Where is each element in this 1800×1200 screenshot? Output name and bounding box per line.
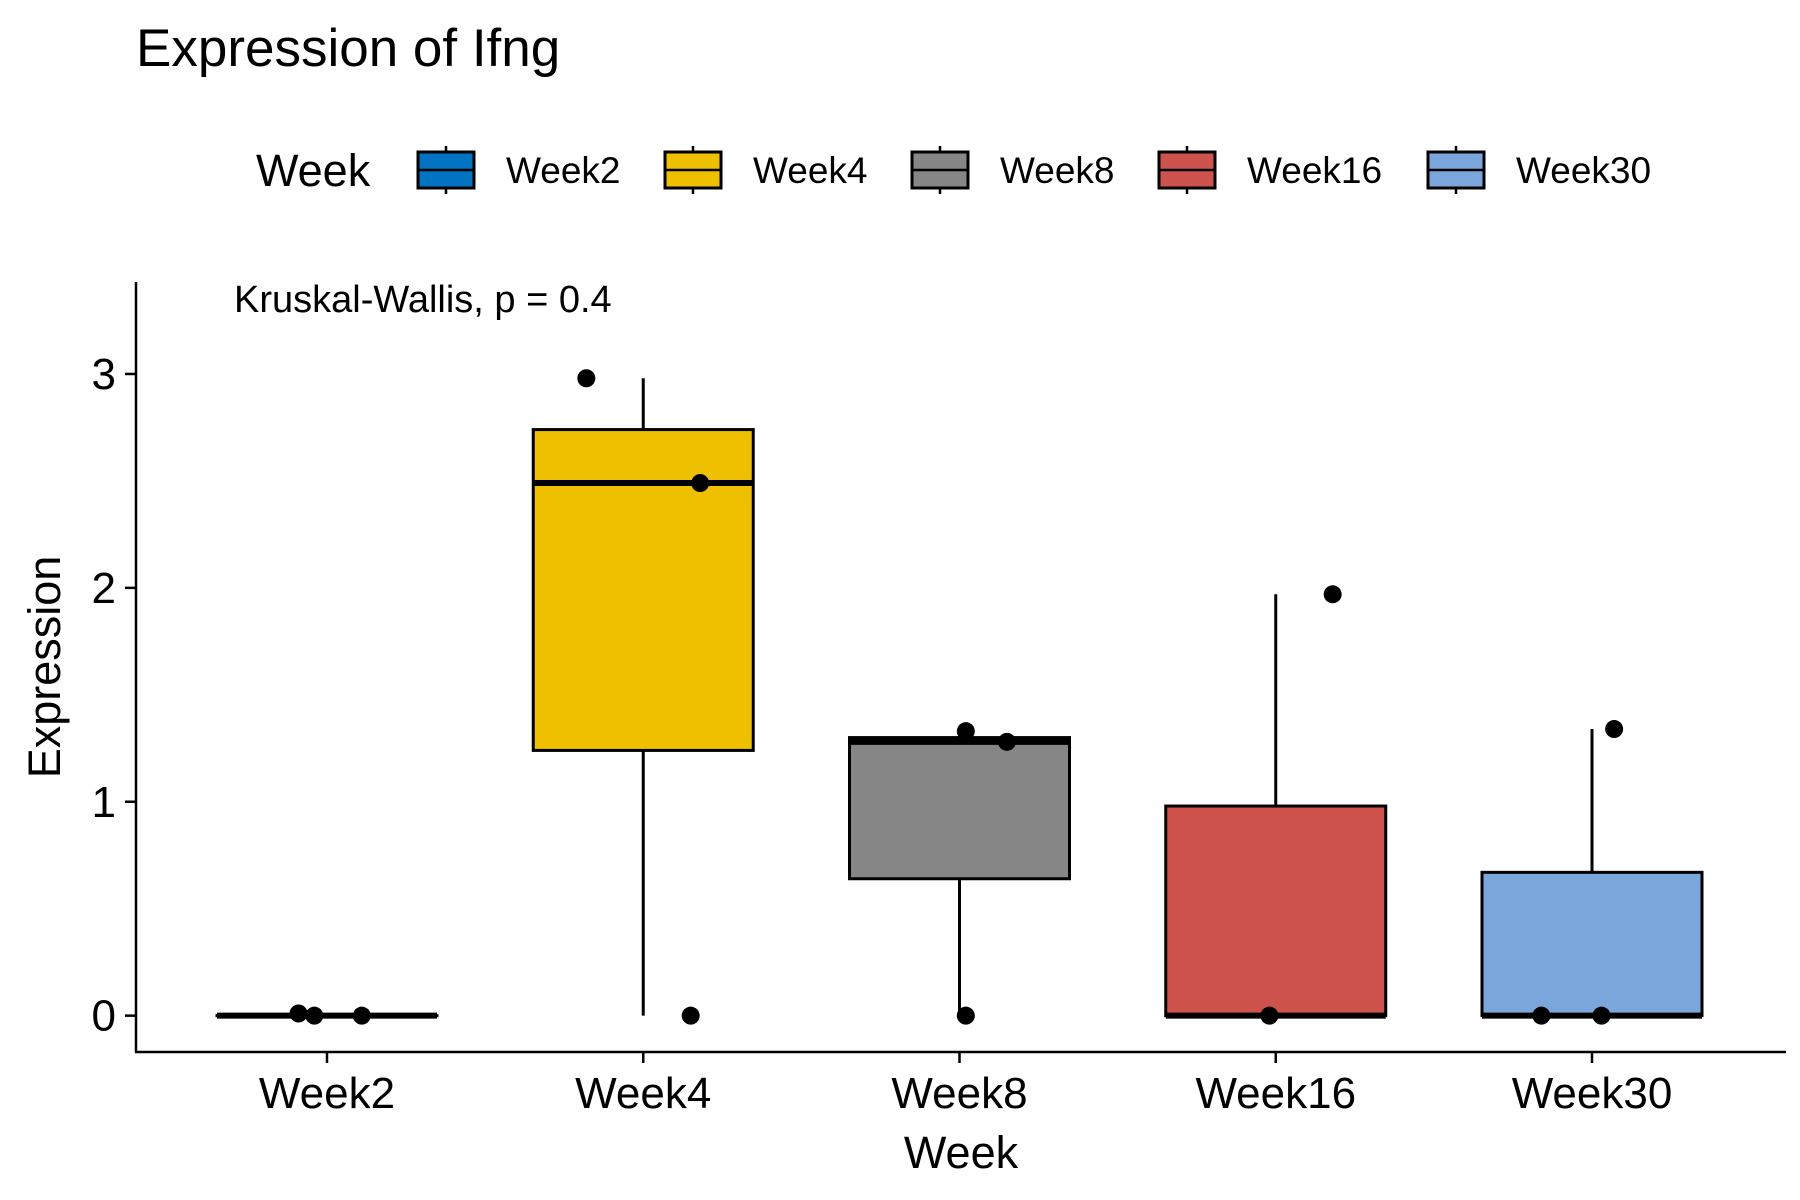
y-axis-title: Expression [19,556,70,779]
plot-area [215,369,1704,1025]
box-week16 [1164,804,1388,1018]
data-point-week4-5 [681,1006,700,1025]
data-point-week2-0 [289,1004,308,1023]
x-tick-label-week2: Week2 [259,1069,395,1118]
data-point-week4-3 [577,369,596,388]
chart-title: Expression of Ifng [136,19,560,78]
data-point-week8-7 [997,732,1016,751]
y-tick-label-0: 0 [92,992,116,1041]
y-tick-label-1: 1 [92,778,116,827]
x-axis-title: Week [904,1127,1019,1178]
data-point-week8-8 [956,1006,975,1025]
legend-label-week30: Week30 [1516,150,1651,191]
data-point-week16-10 [1260,1006,1279,1025]
x-tick-label-week4: Week4 [575,1069,711,1118]
legend-label-week8: Week8 [1000,150,1115,191]
data-point-week30-11 [1605,720,1624,739]
data-point-week30-13 [1592,1006,1611,1025]
data-point-week2-1 [305,1006,324,1025]
box-week8 [848,736,1071,881]
x-tick-label-week16: Week16 [1195,1069,1356,1118]
y-tick-label-2: 2 [92,564,116,613]
data-point-week4-4 [691,474,710,493]
box-week4 [531,428,755,752]
legend-title: Week [256,145,371,196]
data-point-week8-6 [956,722,975,741]
legend-label-week4: Week4 [753,150,868,191]
data-point-week2-2 [352,1006,371,1025]
box-week30 [1480,870,1704,1018]
data-point-week16-9 [1323,585,1342,604]
legend: Week Week2 Week4 Week8 Week16 Week30 [256,145,1651,196]
kruskal-wallis-annotation: Kruskal-Wallis, p = 0.4 [234,279,612,321]
legend-label-week16: Week16 [1247,150,1382,191]
axes: 0 1 2 3 Week2 Week4 Week8 Week16 Week30 [92,350,1673,1118]
x-tick-label-week8: Week8 [891,1069,1027,1118]
legend-label-week2: Week2 [506,150,621,191]
data-point-week30-12 [1532,1006,1551,1025]
y-tick-label-3: 3 [92,350,116,399]
x-tick-label-week30: Week30 [1512,1069,1673,1118]
